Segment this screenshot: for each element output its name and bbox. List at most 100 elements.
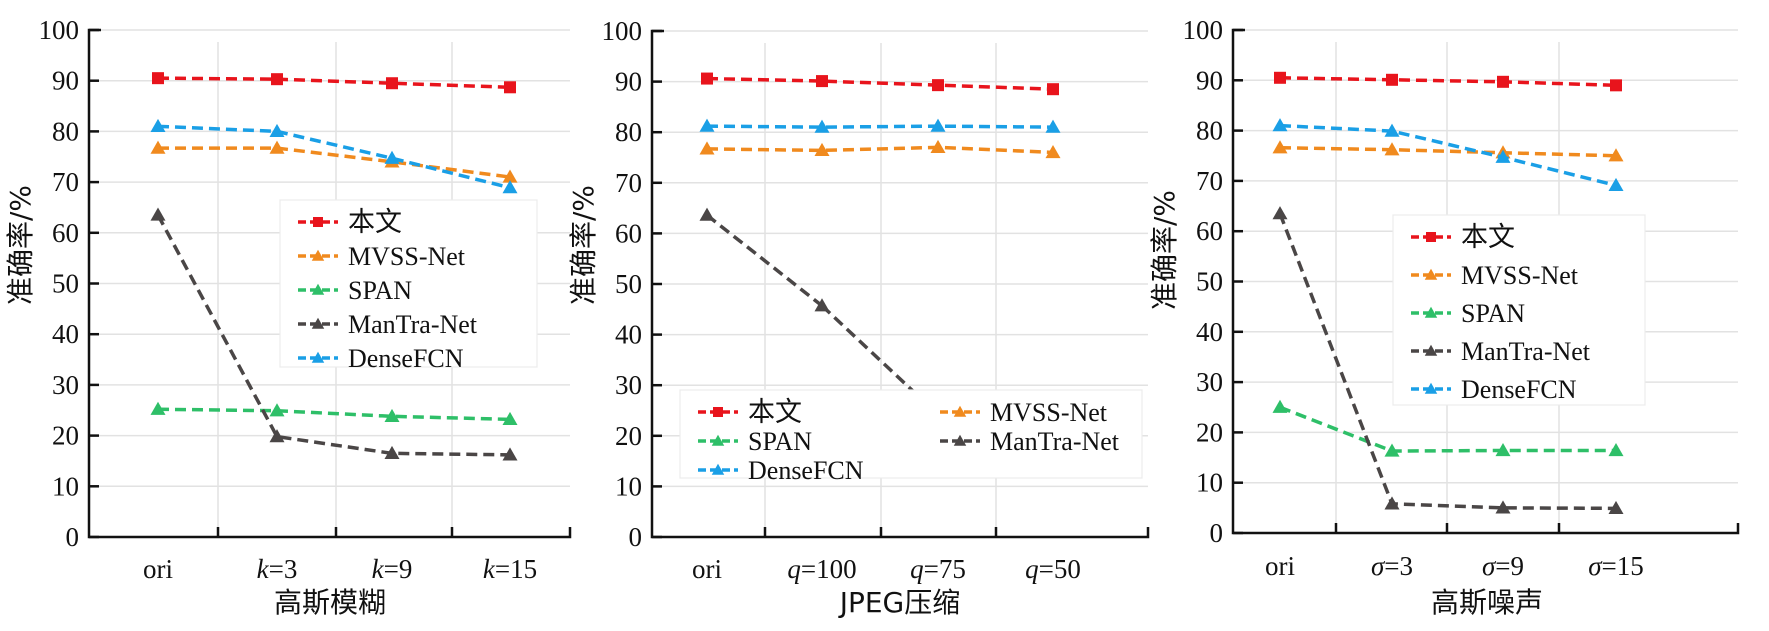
series-mvss-net xyxy=(150,140,518,183)
data-point xyxy=(699,141,715,155)
legend-swatch-marker xyxy=(953,405,967,417)
series-line xyxy=(1279,405,1616,453)
legend-swatch-marker xyxy=(1424,306,1438,318)
legend-label: ManTra-Net xyxy=(990,427,1120,456)
legend-item: ManTra-Net xyxy=(298,310,478,339)
y-axis-title: 准确率/% xyxy=(4,185,37,305)
legend: 本文 MVSS-Net SPAN ManTra-Net DenseFCN xyxy=(279,199,538,373)
y-tick-label: 10 xyxy=(615,471,642,501)
data-point xyxy=(269,140,285,154)
legend: 本文 MVSS-Net SPAN ManTra-Net DenseFCN xyxy=(679,389,1143,485)
y-tick-label: 100 xyxy=(602,16,643,46)
x-tick-label: ori xyxy=(692,554,722,584)
x-tick-label: σ=9 xyxy=(1482,551,1524,581)
y-tick-label: 20 xyxy=(1196,417,1223,447)
x-axis-title: JPEG压缩 xyxy=(838,586,961,619)
x-tick-label-value: =100 xyxy=(801,554,857,584)
y-tick-label: 50 xyxy=(52,269,79,299)
series-line xyxy=(156,214,511,457)
series-line xyxy=(157,76,511,90)
legend-label: DenseFCN xyxy=(1461,375,1577,404)
y-tick-label: 30 xyxy=(615,370,642,400)
series-line xyxy=(1279,145,1617,158)
series-densefcn xyxy=(150,118,518,194)
data-point xyxy=(150,207,166,221)
x-tick-label-value: =3 xyxy=(1384,551,1413,581)
legend-item: 本文 xyxy=(698,397,802,428)
legend-swatch-marker xyxy=(953,434,967,446)
series-line xyxy=(158,146,511,179)
x-tick-label-variable: σ xyxy=(1371,551,1386,581)
y-tick-label: 40 xyxy=(52,319,79,349)
series-mantra-net xyxy=(150,207,518,461)
legend-item: SPAN xyxy=(698,427,812,456)
y-tick-label: 90 xyxy=(1196,65,1223,95)
x-tick-label: k=9 xyxy=(372,554,413,584)
y-tick-label: 100 xyxy=(1183,15,1224,45)
y-tick-label: 50 xyxy=(1196,267,1223,297)
legend-item: MVSS-Net xyxy=(298,242,466,271)
legend-item: ManTra-Net xyxy=(940,427,1120,456)
y-tick-label: 0 xyxy=(66,522,80,552)
data-point xyxy=(1610,79,1622,92)
data-point xyxy=(269,403,285,417)
x-tick-label-value: =3 xyxy=(269,554,298,584)
data-point xyxy=(1272,206,1288,220)
legend-label: SPAN xyxy=(348,276,412,305)
legend-label: DenseFCN xyxy=(348,344,464,373)
y-tick-label: 80 xyxy=(52,116,79,146)
y-axis-title: 准确率/% xyxy=(1148,190,1181,310)
data-point xyxy=(269,429,285,443)
legend-swatch-marker xyxy=(1426,232,1436,242)
x-tick-label: q=75 xyxy=(910,554,966,584)
data-point xyxy=(701,72,713,85)
series-line xyxy=(706,76,1054,91)
x-tick-label-variable: σ xyxy=(1588,551,1603,581)
data-point xyxy=(384,445,400,459)
series- xyxy=(152,72,516,94)
series-line xyxy=(1278,212,1617,511)
series-span xyxy=(150,401,518,426)
legend-box xyxy=(1392,214,1646,406)
data-point xyxy=(930,139,946,154)
y-tick-label: 90 xyxy=(52,66,79,96)
data-point xyxy=(502,411,518,426)
series-line xyxy=(1279,123,1617,188)
data-point xyxy=(699,118,715,132)
y-tick-label: 60 xyxy=(615,218,642,248)
y-tick-label: 10 xyxy=(1196,468,1223,498)
y-tick-label: 80 xyxy=(1196,116,1223,146)
data-point xyxy=(150,401,166,415)
y-tick-label: 0 xyxy=(629,522,643,552)
legend-label: DenseFCN xyxy=(748,456,864,485)
x-tick-label: q=100 xyxy=(787,554,856,584)
legend-label: MVSS-Net xyxy=(348,242,466,271)
data-point xyxy=(1608,177,1624,192)
data-point xyxy=(1384,496,1400,510)
x-tick-label-variable: k xyxy=(483,554,496,584)
legend-item: DenseFCN xyxy=(698,456,864,485)
legend-swatch-marker xyxy=(311,249,325,261)
data-point xyxy=(502,169,518,183)
legend-label: ManTra-Net xyxy=(1461,337,1591,366)
y-tick-label: 60 xyxy=(52,218,79,248)
data-point xyxy=(1045,119,1061,133)
data-point xyxy=(816,75,828,88)
y-tick-label: 30 xyxy=(52,370,79,400)
y-tick-label: 70 xyxy=(1196,166,1223,196)
x-tick-label-value: ori xyxy=(692,554,722,584)
series- xyxy=(1274,71,1622,92)
series-line xyxy=(157,124,511,190)
series-mvss-net xyxy=(1272,140,1624,162)
data-point xyxy=(1495,500,1511,514)
y-tick-label: 70 xyxy=(615,168,642,198)
x-tick-label-value: =9 xyxy=(384,554,413,584)
y-tick-label: 30 xyxy=(1196,367,1223,397)
series-span xyxy=(1272,399,1624,457)
legend-swatch-marker xyxy=(311,351,325,363)
x-tick-label: k=3 xyxy=(257,554,298,584)
x-tick-label-variable: q xyxy=(910,554,924,584)
series-line xyxy=(157,407,511,422)
data-point xyxy=(1274,71,1286,84)
